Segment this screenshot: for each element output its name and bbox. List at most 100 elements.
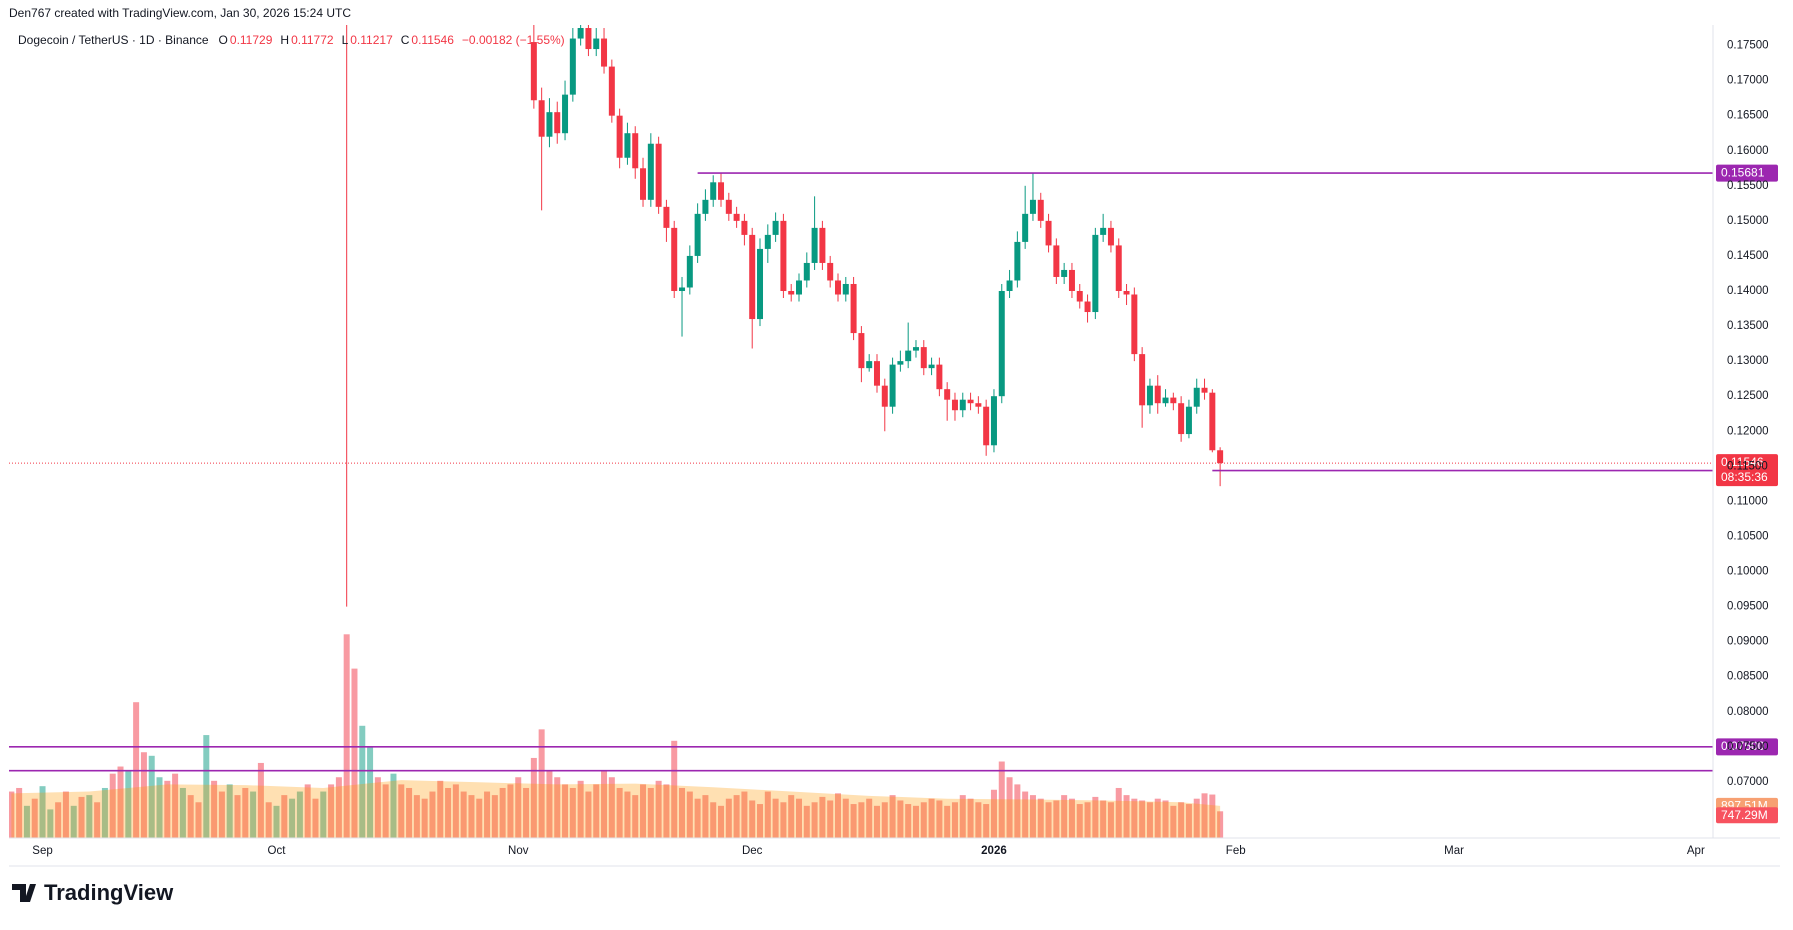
candle-body	[764, 234, 771, 249]
candle-body	[632, 133, 639, 169]
caption: Den767 created with TradingView.com, Jan…	[9, 6, 351, 20]
y-tick-label: 0.07000	[1727, 776, 1769, 788]
volume-bar	[23, 805, 30, 838]
x-tick-label: Oct	[268, 845, 287, 857]
candle-body	[718, 182, 725, 200]
volume-bar	[858, 802, 865, 838]
y-tick-label: 0.11500	[1727, 460, 1768, 472]
candle-body	[1139, 354, 1146, 406]
volume-bar	[437, 780, 444, 838]
candle-body	[686, 255, 693, 288]
volume-bar	[780, 802, 787, 838]
volume-bar	[990, 789, 997, 838]
candle-body	[803, 262, 810, 281]
candle-body	[1029, 199, 1036, 214]
volume-bar	[1029, 795, 1036, 838]
volume-bar	[39, 786, 46, 838]
volume-bar	[827, 800, 834, 838]
candle-body	[1068, 269, 1075, 291]
y-tick-label: 0.11000	[1727, 495, 1768, 507]
volume-bar	[1076, 804, 1083, 838]
level-label-box	[1716, 164, 1778, 182]
volume-bar	[772, 798, 779, 838]
candle-body	[796, 280, 803, 295]
candle-body	[1201, 387, 1208, 393]
candle-body	[1185, 406, 1192, 435]
price-label: 08:35:36	[1721, 470, 1768, 484]
volume-bar	[164, 780, 171, 838]
volume-bar	[499, 787, 506, 838]
candle-body	[1154, 385, 1161, 404]
volume-bar	[125, 770, 132, 838]
volume-bar	[1178, 802, 1185, 838]
x-tick-label: Apr	[1687, 845, 1705, 857]
candle-body	[842, 283, 849, 295]
x-tick-label: Feb	[1226, 845, 1246, 857]
volume-bar	[562, 784, 569, 838]
volume-bar	[406, 787, 413, 838]
volume-bar	[413, 795, 420, 838]
candle-body	[1115, 245, 1122, 291]
volume-bar	[905, 804, 912, 838]
candle-body	[585, 28, 592, 50]
y-tick-label: 0.16000	[1727, 145, 1769, 157]
candle-body	[1131, 294, 1138, 355]
candle-body	[873, 361, 880, 386]
candle-body	[881, 385, 888, 407]
candle-body	[1162, 397, 1169, 404]
logo: TradingView	[12, 880, 174, 905]
volume-bar	[694, 798, 701, 838]
candle-body	[562, 94, 569, 134]
volume-bar	[476, 798, 483, 838]
volume-bar	[710, 802, 717, 838]
volume-bar	[86, 795, 93, 838]
y-tick-label: 0.08000	[1727, 706, 1769, 718]
volume-bar	[9, 791, 15, 838]
candle-body	[936, 364, 943, 390]
y-tick-label: 0.09500	[1727, 601, 1769, 613]
volume-label: 747.29M	[1721, 808, 1768, 822]
volume-bar	[218, 791, 225, 838]
volume-bar	[1209, 794, 1216, 838]
ohlc-letter: H	[280, 33, 289, 47]
volume-bar	[803, 805, 810, 838]
volume-bar	[741, 791, 748, 838]
volume-bar	[1014, 784, 1021, 838]
volume-bar	[1045, 802, 1052, 838]
volume-bar	[289, 798, 296, 838]
candle-body	[554, 112, 561, 134]
volume-bar	[273, 805, 280, 838]
volume-bar	[718, 805, 725, 838]
volume-bar	[148, 755, 155, 838]
volume-bar	[491, 795, 498, 838]
volume-bar	[507, 784, 514, 838]
candle-body	[967, 399, 974, 404]
y-tick-label: 0.15500	[1727, 180, 1769, 192]
volume-bar	[16, 787, 23, 838]
candle-body	[1100, 227, 1107, 235]
ohlc-value: 0.11772	[291, 33, 334, 47]
y-tick-label: 0.10000	[1727, 566, 1769, 578]
ohlc-letter: C	[401, 33, 410, 47]
y-tick-label: 0.16500	[1727, 110, 1769, 122]
volume-bar	[819, 796, 826, 838]
volume-bar	[850, 804, 857, 838]
volume-bar	[117, 766, 124, 838]
volume-bar	[281, 795, 288, 838]
level-label: 0.07500	[1721, 739, 1765, 753]
volume-bar	[1123, 795, 1130, 838]
volume-bar	[1022, 791, 1029, 838]
volume-bar	[733, 795, 740, 838]
candle-body	[1014, 241, 1021, 281]
volume-bar	[351, 668, 358, 838]
volume-bar	[920, 802, 927, 838]
candle-body	[897, 361, 904, 365]
volume-bar	[585, 791, 592, 838]
candle-body	[1084, 301, 1091, 313]
volume-bar	[702, 795, 709, 838]
volume-bar	[889, 795, 896, 838]
volume-bar	[1092, 796, 1099, 838]
candle-body	[975, 403, 982, 407]
volume-bar	[983, 804, 990, 838]
